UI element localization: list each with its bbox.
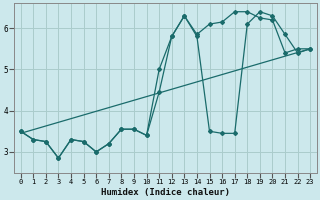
X-axis label: Humidex (Indice chaleur): Humidex (Indice chaleur): [101, 188, 230, 197]
